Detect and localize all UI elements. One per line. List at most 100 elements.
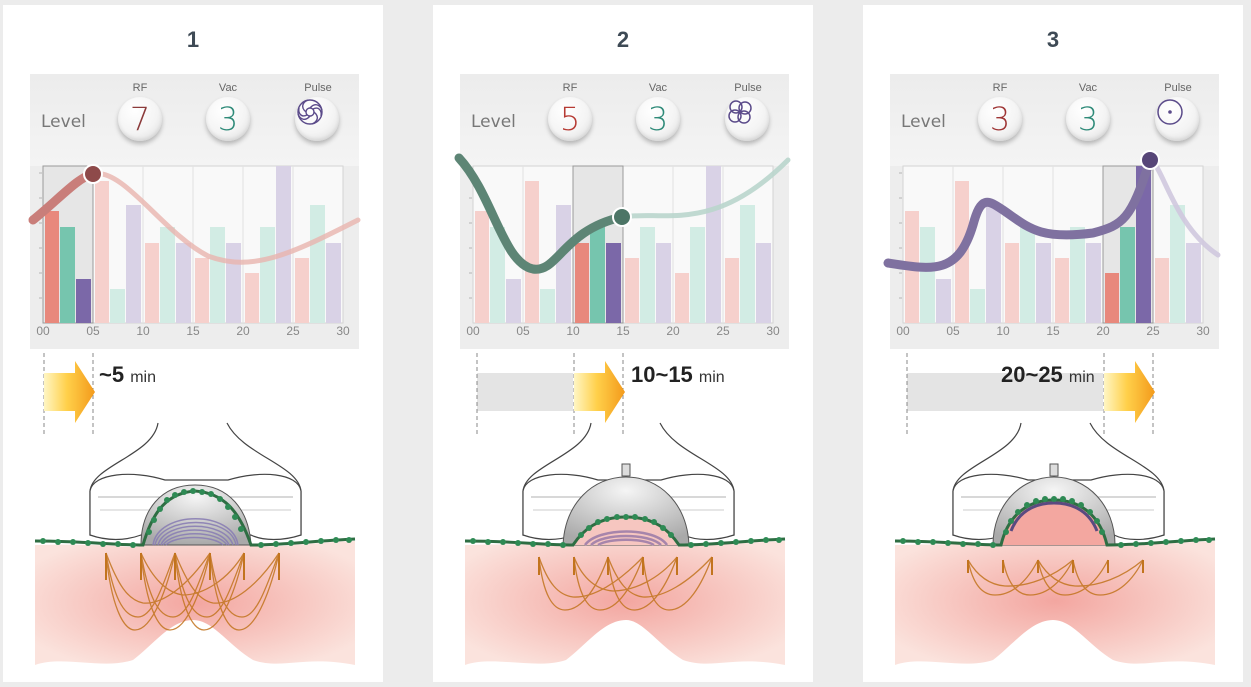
rf-dial: 3 xyxy=(978,97,1022,141)
bar-rf-4 xyxy=(195,258,209,323)
time-value: 20~25 xyxy=(1001,362,1063,387)
skin-tissue xyxy=(895,537,1215,665)
bar-pulse-5 xyxy=(1136,166,1151,323)
vac-label: Vac xyxy=(648,82,668,94)
rf-dial: 7 xyxy=(118,97,162,141)
timeline-elapsed-bar xyxy=(907,373,1103,411)
x-tick: 10 xyxy=(996,324,1010,338)
bar-pulse-2 xyxy=(986,205,1001,323)
stage-illustration xyxy=(28,74,361,665)
vac-value: 3 xyxy=(1077,100,1099,138)
swirl-icon xyxy=(297,99,323,125)
bar-vac-3 xyxy=(1020,227,1035,323)
time-label: 20~25 min xyxy=(1001,362,1095,388)
bar-rf-2 xyxy=(525,181,539,323)
x-tick: 20 xyxy=(666,324,680,338)
pulse-label: Pulse xyxy=(734,82,762,94)
bar-rf-5 xyxy=(675,273,689,323)
bar-vac-6 xyxy=(310,205,325,323)
bar-vac-2 xyxy=(110,289,125,323)
x-tick: 25 xyxy=(286,324,300,338)
rf-waves xyxy=(967,559,1144,596)
bar-vac-3 xyxy=(160,227,175,323)
time-label: ~5 min xyxy=(99,362,156,388)
time-arrow xyxy=(44,361,95,423)
vac-value: 3 xyxy=(647,100,669,138)
bar-vac-4 xyxy=(210,227,225,323)
x-tick: 30 xyxy=(1196,324,1210,338)
x-tick: 00 xyxy=(896,324,910,338)
rf-wave-peaks xyxy=(538,557,713,575)
rf-dial: 5 xyxy=(548,97,592,141)
bar-vac-5 xyxy=(690,227,705,323)
bar-vac-5 xyxy=(260,227,275,323)
bar-vac-2 xyxy=(540,289,555,323)
clover-icon xyxy=(728,100,752,124)
curve-marker xyxy=(612,207,632,227)
bar-pulse-5 xyxy=(706,166,721,323)
bar-pulse-6 xyxy=(1186,243,1201,323)
bar-rf-4 xyxy=(1055,258,1069,323)
stage-illustration xyxy=(883,74,1221,665)
bar-rf-5 xyxy=(245,273,259,323)
x-tick: 05 xyxy=(86,324,100,338)
bar-vac-4 xyxy=(640,227,655,323)
time-arrow xyxy=(1104,361,1155,423)
time-unit: min xyxy=(698,369,725,386)
stage-number: 3 xyxy=(1046,27,1060,52)
bar-pulse-3 xyxy=(176,243,191,323)
bar-vac-1 xyxy=(490,227,505,323)
bar-vac-1 xyxy=(920,227,935,323)
vac-label: Vac xyxy=(1078,82,1098,94)
rf-field-lines xyxy=(152,518,239,546)
bar-pulse-4 xyxy=(1086,243,1101,323)
x-tick: 00 xyxy=(466,324,480,338)
x-tick: 05 xyxy=(516,324,530,338)
time-unit: min xyxy=(130,369,156,386)
bars xyxy=(905,166,1201,323)
pulse-label: Pulse xyxy=(1164,82,1192,94)
pulse-dial xyxy=(295,97,339,141)
curve-marker xyxy=(1140,150,1160,170)
rf-waves xyxy=(105,552,280,631)
bar-rf-1 xyxy=(45,211,59,323)
bar-rf-5 xyxy=(1105,273,1119,323)
bar-rf-1 xyxy=(475,211,489,323)
x-tick: 20 xyxy=(236,324,250,338)
time-label: 10~15 min xyxy=(631,362,725,388)
skin-tissue xyxy=(465,537,785,665)
level-label: Level xyxy=(471,112,516,132)
vac-label: Vac xyxy=(218,82,238,94)
vac-dial: 3 xyxy=(206,97,250,141)
bar-rf-6 xyxy=(295,258,309,323)
bar-vac-4 xyxy=(1070,227,1085,323)
x-tick: 15 xyxy=(1046,324,1060,338)
pulse-dial xyxy=(1155,97,1199,141)
electrode-dots xyxy=(40,488,352,548)
vac-dial: 3 xyxy=(1066,97,1110,141)
bar-rf-3 xyxy=(1005,243,1019,323)
timeline-elapsed-bar xyxy=(477,373,573,411)
rf-value: 7 xyxy=(129,100,151,138)
bar-pulse-6 xyxy=(756,243,771,323)
x-tick: 20 xyxy=(1096,324,1110,338)
bar-pulse-1 xyxy=(506,279,521,323)
x-tick: 15 xyxy=(186,324,200,338)
stage-panel-2: 2 Level RF Vac Pulse 5 3 00 05 10 15 20 … xyxy=(433,5,813,682)
x-tick: 10 xyxy=(136,324,150,338)
electrode-dots xyxy=(470,514,782,548)
level-label: Level xyxy=(41,112,86,132)
bar-rf-6 xyxy=(1155,258,1169,323)
bar-vac-1 xyxy=(60,227,75,323)
y-axis-ticks xyxy=(39,172,42,299)
x-tick: 05 xyxy=(946,324,960,338)
stage-panel-3: 3 Level RF Vac Pulse 3 3 00 05 10 15 20 … xyxy=(863,5,1243,682)
vac-value: 3 xyxy=(217,100,239,138)
bar-rf-2 xyxy=(95,181,109,323)
rf-field-lines xyxy=(583,530,669,547)
bar-pulse-1 xyxy=(936,279,951,323)
electrode-dots xyxy=(900,496,1212,548)
bar-rf-4 xyxy=(625,258,639,323)
stage-illustration xyxy=(454,74,791,665)
rf-wave-peaks xyxy=(967,560,1144,573)
